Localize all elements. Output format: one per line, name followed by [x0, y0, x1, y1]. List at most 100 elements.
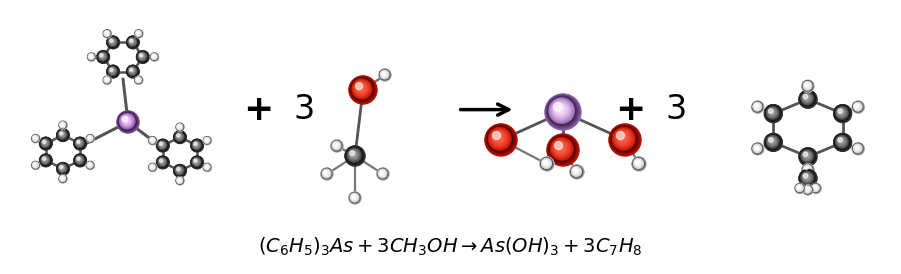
Circle shape [805, 167, 808, 170]
Circle shape [493, 132, 501, 139]
Circle shape [32, 162, 38, 168]
Circle shape [796, 184, 804, 192]
Circle shape [800, 91, 815, 107]
Circle shape [128, 67, 136, 75]
Circle shape [177, 124, 184, 131]
Circle shape [87, 136, 92, 140]
Circle shape [75, 155, 85, 165]
Circle shape [205, 165, 208, 169]
Circle shape [129, 67, 136, 74]
Circle shape [855, 104, 858, 107]
Circle shape [32, 162, 40, 169]
Circle shape [130, 68, 135, 74]
Circle shape [381, 71, 387, 77]
Circle shape [753, 144, 761, 152]
Circle shape [177, 168, 182, 172]
Circle shape [834, 134, 851, 150]
Circle shape [573, 168, 577, 172]
Circle shape [354, 81, 369, 96]
Circle shape [59, 122, 66, 128]
Circle shape [332, 142, 341, 149]
Circle shape [854, 103, 860, 110]
Circle shape [111, 40, 114, 43]
Circle shape [104, 76, 111, 84]
Circle shape [334, 143, 338, 147]
Circle shape [110, 39, 115, 44]
Circle shape [75, 138, 85, 148]
Circle shape [135, 76, 142, 84]
Circle shape [752, 102, 762, 112]
Circle shape [105, 78, 108, 81]
Circle shape [765, 105, 782, 122]
Circle shape [176, 132, 184, 141]
Circle shape [350, 193, 359, 202]
Circle shape [572, 167, 581, 176]
Circle shape [59, 175, 66, 182]
Circle shape [194, 159, 199, 164]
Circle shape [87, 136, 93, 141]
Circle shape [322, 169, 332, 178]
Circle shape [803, 152, 811, 160]
Circle shape [805, 187, 809, 191]
Circle shape [88, 54, 94, 59]
Circle shape [110, 39, 114, 44]
Circle shape [59, 165, 63, 169]
Circle shape [839, 138, 844, 144]
Circle shape [131, 40, 133, 43]
Circle shape [128, 38, 136, 46]
Circle shape [128, 67, 137, 75]
Circle shape [32, 135, 39, 142]
Circle shape [803, 152, 807, 156]
Circle shape [486, 125, 515, 154]
Circle shape [110, 68, 114, 73]
Circle shape [755, 104, 759, 108]
Circle shape [802, 81, 814, 92]
Circle shape [104, 30, 110, 36]
Circle shape [332, 141, 342, 151]
Circle shape [769, 138, 773, 142]
Circle shape [177, 134, 182, 139]
Circle shape [752, 102, 763, 112]
Circle shape [40, 138, 51, 150]
Circle shape [380, 70, 389, 79]
Circle shape [135, 30, 142, 38]
Circle shape [59, 175, 67, 182]
Circle shape [799, 170, 816, 187]
Circle shape [205, 139, 207, 141]
Circle shape [104, 76, 111, 84]
Circle shape [553, 140, 569, 156]
Circle shape [159, 141, 167, 149]
Circle shape [796, 184, 805, 193]
Circle shape [138, 52, 146, 61]
Circle shape [33, 136, 37, 140]
Circle shape [812, 184, 820, 192]
Circle shape [332, 140, 342, 152]
Circle shape [60, 123, 65, 127]
Circle shape [799, 148, 816, 165]
Circle shape [205, 139, 208, 141]
Circle shape [152, 55, 156, 58]
Circle shape [160, 159, 164, 164]
Circle shape [547, 96, 578, 126]
Circle shape [191, 140, 203, 151]
Circle shape [122, 115, 132, 126]
Circle shape [105, 31, 109, 36]
Circle shape [157, 139, 168, 152]
Circle shape [800, 170, 815, 186]
Circle shape [86, 135, 94, 142]
Circle shape [87, 162, 93, 168]
Circle shape [108, 66, 118, 76]
Circle shape [159, 142, 165, 148]
Circle shape [765, 105, 782, 122]
Circle shape [634, 159, 642, 167]
Circle shape [353, 80, 370, 97]
Circle shape [150, 137, 156, 144]
Circle shape [105, 77, 110, 82]
Circle shape [814, 186, 815, 188]
Circle shape [852, 102, 863, 112]
Circle shape [77, 140, 82, 146]
Circle shape [800, 92, 815, 106]
Circle shape [135, 77, 141, 83]
Circle shape [176, 123, 184, 131]
Circle shape [104, 30, 110, 37]
